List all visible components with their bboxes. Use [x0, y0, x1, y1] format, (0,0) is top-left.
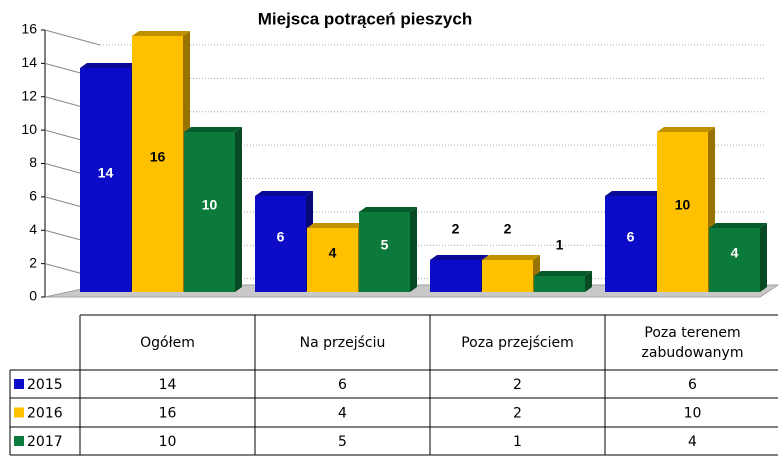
bar-front [534, 276, 585, 292]
data-label: 5 [381, 237, 389, 253]
legend-label: 2015 [27, 377, 63, 393]
bar-front [255, 196, 306, 292]
table-cell: 4 [338, 406, 347, 422]
bar-front [132, 36, 183, 292]
bar [482, 255, 540, 292]
table-cell: 14 [159, 377, 177, 393]
data-label: 2 [504, 221, 512, 237]
data-label: 6 [627, 229, 635, 245]
bar-top [255, 191, 313, 196]
bar [184, 127, 242, 292]
data-label: 14 [98, 165, 114, 181]
table-cell: 2 [513, 406, 522, 422]
data-label: 10 [202, 197, 218, 213]
bar [359, 207, 417, 292]
table-cell: 5 [338, 434, 347, 450]
bar-top [605, 191, 663, 196]
bar-front [605, 196, 656, 292]
category-label: Poza terenem zabudowanym [641, 324, 744, 361]
data-label: 2 [452, 221, 460, 237]
bar-side [760, 223, 767, 292]
data-label: 4 [329, 245, 337, 261]
bar-front [709, 228, 760, 292]
bar [709, 223, 767, 292]
bar-top [657, 127, 715, 132]
bar-front [657, 132, 708, 292]
table-cell: 4 [688, 434, 697, 450]
category-label: Na przejściu [299, 334, 386, 351]
y-tick-label: 8 [29, 154, 37, 170]
data-label: 1 [556, 237, 564, 253]
table-header-cell: Ogółem [140, 334, 195, 351]
y-tick-label: 0 [29, 288, 37, 304]
table-cell: 10 [684, 406, 702, 422]
legend-swatch [14, 379, 24, 389]
table-cell: 6 [338, 377, 347, 393]
bar-top [430, 255, 488, 260]
y-tick-label: 14 [21, 54, 37, 70]
table-cell: 16 [159, 406, 177, 422]
data-label: 6 [277, 229, 285, 245]
bar-top [359, 207, 417, 212]
bar-side [585, 271, 592, 292]
category-label: Ogółem [140, 334, 195, 351]
bar-side [410, 207, 417, 292]
y-tick-label: 2 [29, 254, 37, 270]
bar-front [80, 68, 131, 292]
data-label: 10 [675, 197, 691, 213]
bar-front [184, 132, 235, 292]
bar-top [132, 31, 190, 36]
bar-front [359, 212, 410, 292]
table-cell: 10 [159, 434, 177, 450]
bar-top [80, 63, 138, 68]
legend-label: 2017 [27, 434, 63, 450]
bar-top [184, 127, 242, 132]
bar [534, 271, 592, 292]
grid-line [44, 29, 101, 46]
table-cell: 6 [688, 377, 697, 393]
bar [430, 255, 488, 292]
bar-top [534, 271, 592, 276]
table-cell: 2 [513, 377, 522, 393]
table-header-cell: Poza przejściem [461, 334, 574, 351]
bar-front [482, 260, 533, 292]
chart-title: Miejsca potrąceń pieszych [258, 9, 472, 28]
bar-front [430, 260, 481, 292]
category-label: Poza przejściem [461, 334, 574, 351]
y-tick-label: 6 [29, 188, 37, 204]
y-tick-label: 12 [21, 87, 37, 103]
bar-front [307, 228, 358, 292]
data-label: 16 [150, 149, 166, 165]
y-tick-label: 4 [29, 221, 37, 237]
y-tick-label: 10 [21, 121, 37, 137]
legend-swatch [14, 436, 24, 446]
bar-top [307, 223, 365, 228]
data-label: 4 [731, 245, 739, 261]
legend-swatch [14, 407, 24, 418]
table-header-cell: Poza terenem zabudowanym [641, 324, 744, 361]
legend-label: 2016 [27, 406, 63, 422]
bar-top [709, 223, 767, 228]
bar-side [235, 127, 242, 292]
y-tick-label: 16 [21, 21, 37, 37]
table-cell: 1 [513, 434, 522, 450]
table-header-cell: Na przejściu [299, 334, 386, 351]
bar-top [482, 255, 540, 260]
